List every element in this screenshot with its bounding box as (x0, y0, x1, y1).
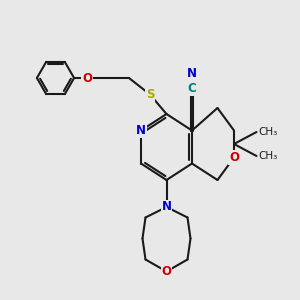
Text: S: S (146, 88, 154, 101)
Text: N: N (136, 124, 146, 137)
Text: N: N (161, 200, 172, 214)
Text: N: N (187, 67, 197, 80)
Text: O: O (161, 265, 172, 278)
Text: O: O (229, 151, 239, 164)
Text: CH₃: CH₃ (258, 127, 277, 137)
Text: O: O (82, 71, 92, 85)
Text: C: C (188, 82, 196, 95)
Text: CH₃: CH₃ (258, 151, 277, 161)
